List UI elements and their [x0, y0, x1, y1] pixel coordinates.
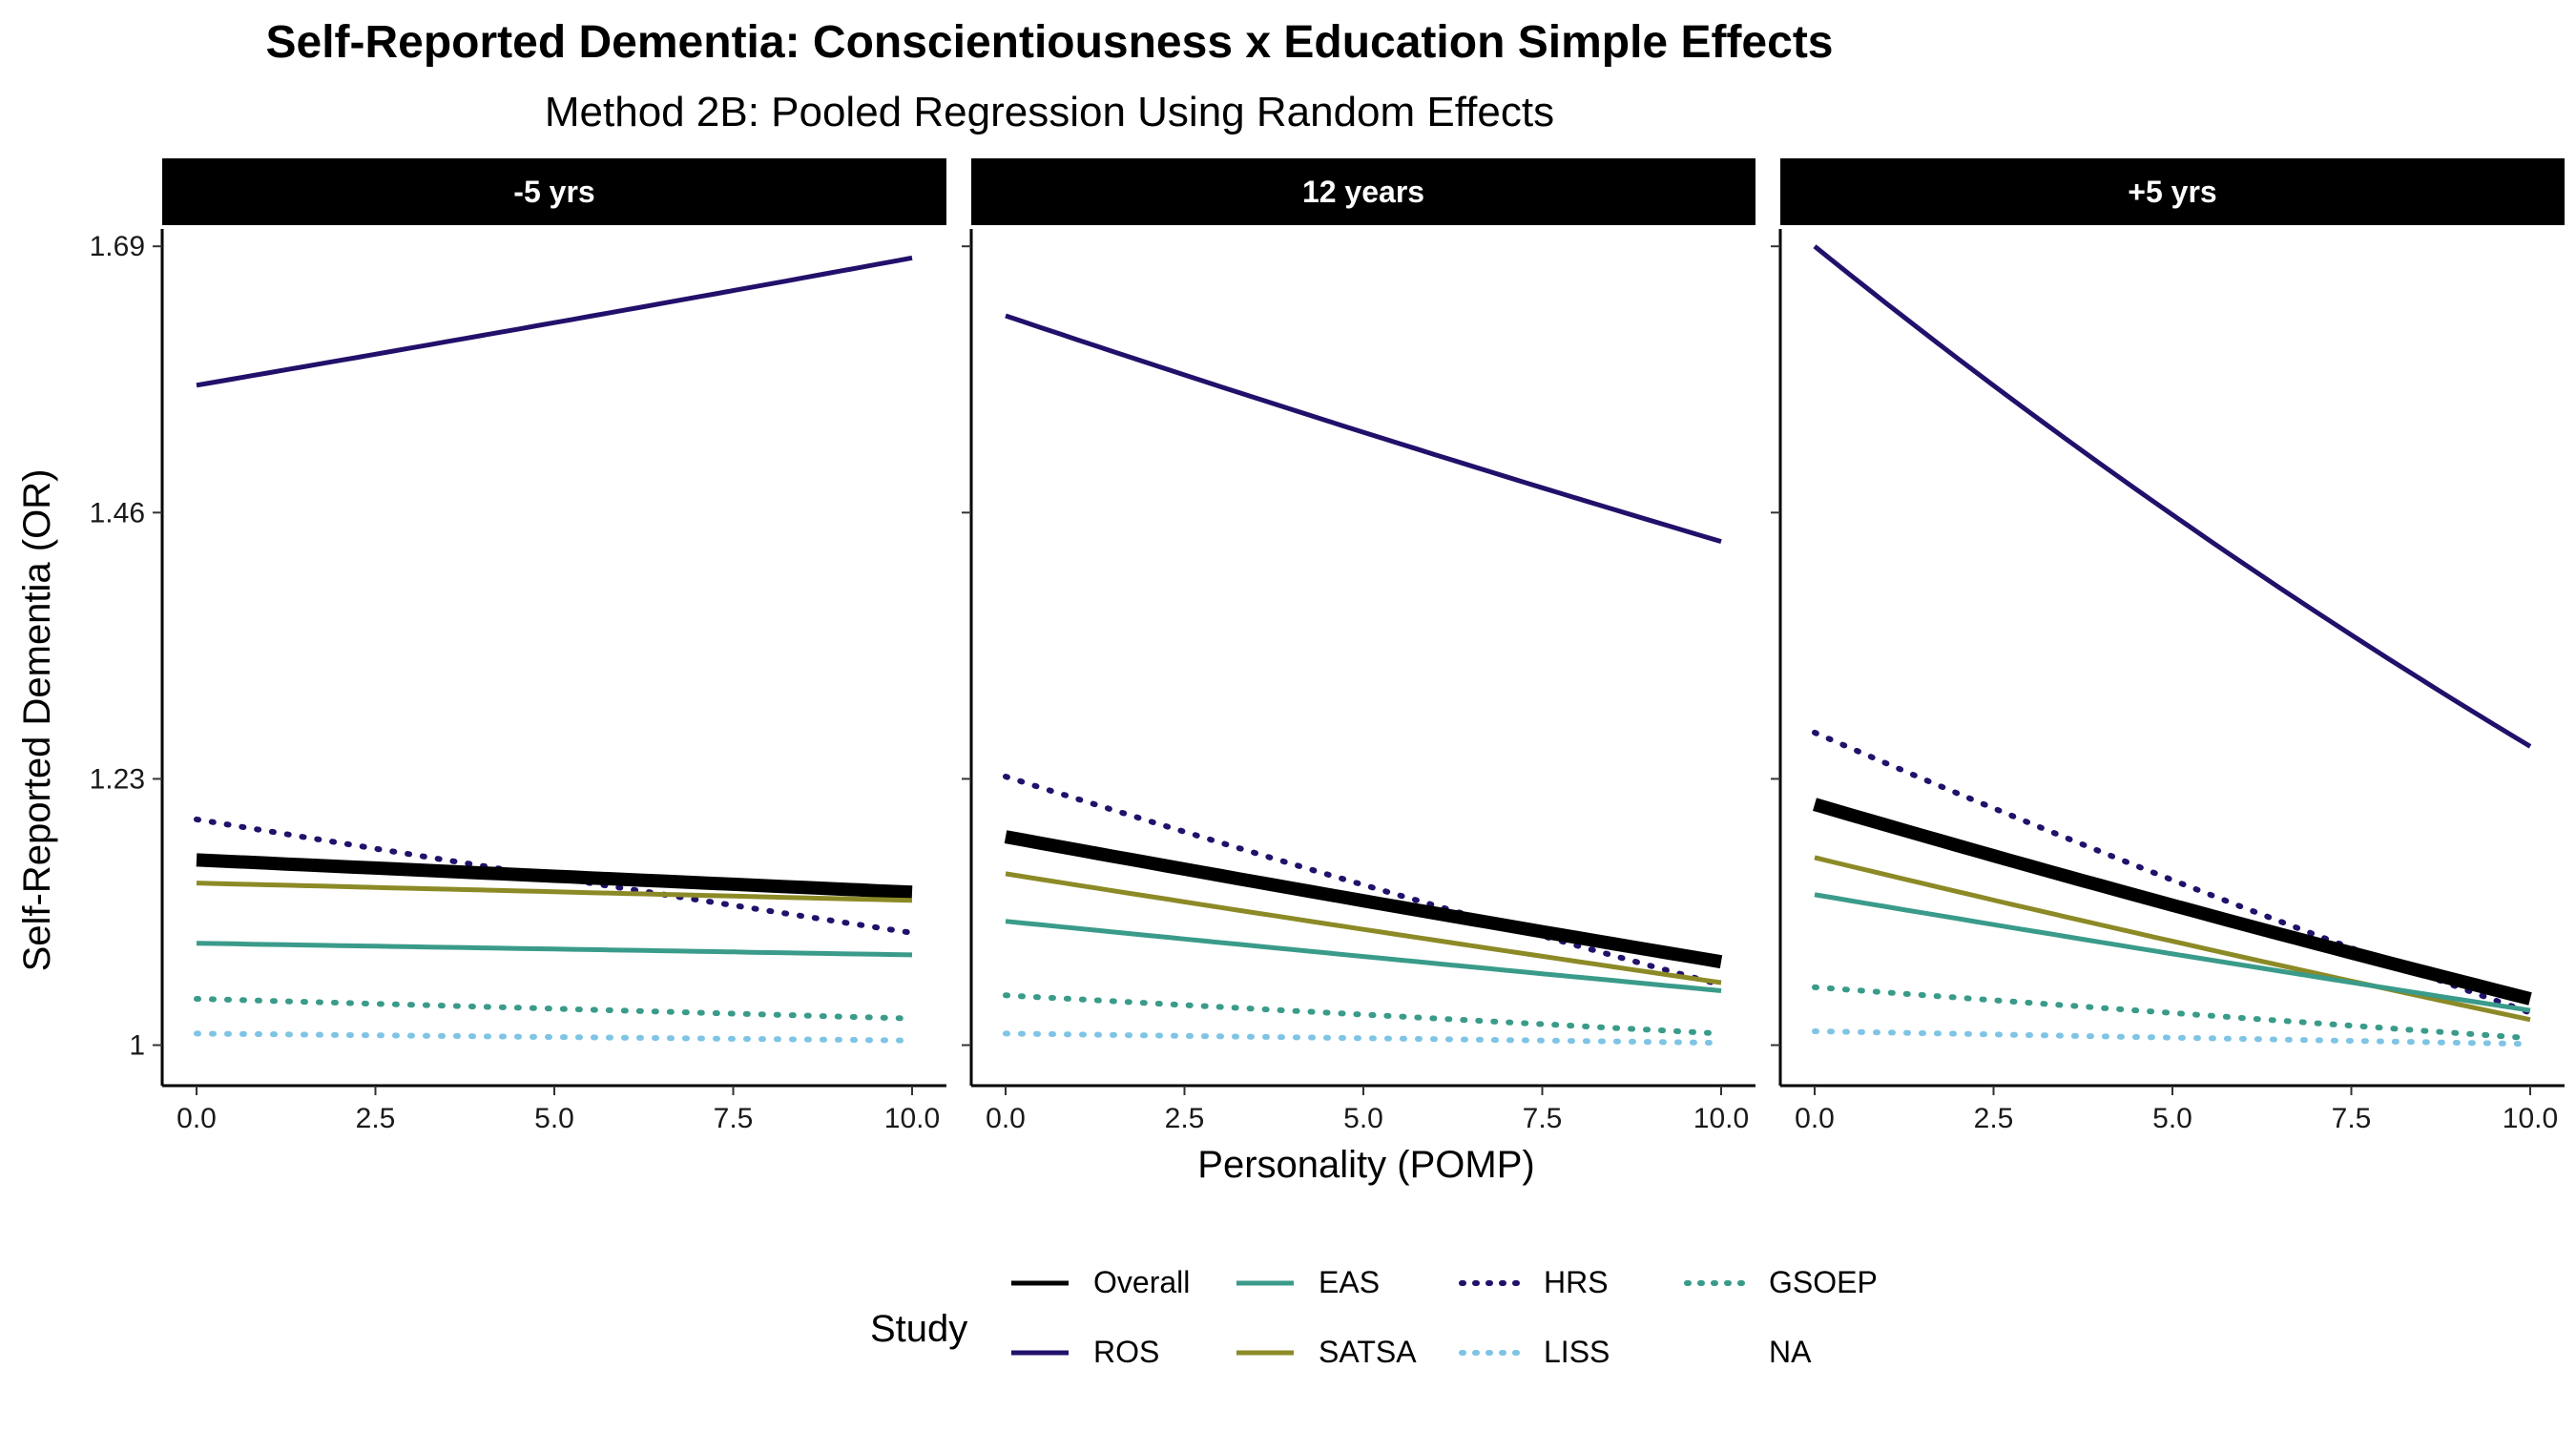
panel-5-yrs: -5 yrs 0.0 2.5 5.0 7.5 10.0 1 1.23 1.46 1.69: [90, 158, 946, 1134]
series-line-ros: [1005, 313, 1722, 544]
series-line-gsoep: [1812, 984, 2533, 1042]
series-line-gsoep: [1003, 992, 1724, 1037]
series-line-liss: [194, 1030, 915, 1044]
x-tick-label: 10.0: [2503, 1103, 2558, 1134]
legend-item-eas: EAS: [1236, 1265, 1380, 1299]
legend-item-satsa: SATSA: [1236, 1335, 1417, 1369]
series-line-gsoep: [194, 996, 915, 1022]
x-tick-label: 0.0: [177, 1103, 217, 1134]
x-tick-label: 0.0: [986, 1103, 1026, 1134]
series-line-ros: [196, 255, 913, 388]
series-line-hrs: [1003, 774, 1724, 988]
x-tick-label: 10.0: [1693, 1103, 1749, 1134]
x-tick-label: 2.5: [356, 1103, 396, 1134]
legend: Study Overall ROS EAS SATSA HRS LISS GSOEP NA: [870, 1265, 1878, 1369]
facet-strip: [1780, 158, 2565, 225]
facet-strip: [971, 158, 1755, 225]
x-axis-title: Personality (POMP): [1197, 1144, 1534, 1186]
legend-label: Overall: [1093, 1265, 1190, 1299]
y-axis-title: Self-Reported Dementia (OR): [16, 469, 58, 972]
legend-label: SATSA: [1319, 1335, 1417, 1369]
x-tick-label: 5.0: [1343, 1103, 1383, 1134]
x-tick-label: 5.0: [534, 1103, 574, 1134]
x-tick-label: 7.5: [2332, 1103, 2372, 1134]
facet-strip-label: +5 yrs: [2128, 175, 2216, 209]
y-tick-label: 1.23: [90, 763, 145, 795]
chart-title: Self-Reported Dementia: Conscientiousnes…: [265, 17, 1833, 68]
y-tick-label: 1.46: [90, 497, 145, 529]
x-tick-label: 7.5: [714, 1103, 754, 1134]
legend-label: NA: [1769, 1335, 1812, 1369]
series-line-eas: [1005, 919, 1722, 993]
legend-label: LISS: [1544, 1335, 1610, 1369]
legend-label: ROS: [1093, 1335, 1159, 1369]
x-tick-label: 5.0: [2152, 1103, 2192, 1134]
chart-subtitle: Method 2B: Pooled Regression Using Rando…: [545, 89, 1554, 135]
panel-12-years: 12 years 0.0 2.5 5.0 7.5 10.0: [962, 158, 1755, 1134]
series-line-ros: [1813, 244, 2532, 749]
panel-5-yrs: +5 yrs 0.0 2.5 5.0 7.5 10.0: [1771, 158, 2565, 1134]
x-tick-label: 0.0: [1795, 1103, 1835, 1134]
legend-label: EAS: [1319, 1265, 1380, 1299]
series-line-hrs: [194, 816, 915, 936]
facet-strip-label: 12 years: [1302, 175, 1424, 209]
series-line-satsa: [1005, 871, 1722, 985]
legend-item-liss: LISS: [1459, 1335, 1610, 1369]
facet-strip: [162, 158, 946, 225]
series-line-liss: [1812, 1028, 2533, 1047]
legend-title: Study: [870, 1308, 967, 1350]
x-tick-label: 7.5: [1523, 1103, 1563, 1134]
legend-item-na: NA: [1769, 1335, 1812, 1369]
legend-label: HRS: [1544, 1265, 1609, 1299]
series-line-overall: [1813, 798, 2532, 1006]
series-line-overall: [1004, 830, 1723, 969]
legend-item-hrs: HRS: [1459, 1265, 1609, 1299]
x-tick-label: 2.5: [1974, 1103, 2014, 1134]
series-line-liss: [1003, 1030, 1724, 1047]
x-tick-label: 10.0: [884, 1103, 940, 1134]
x-tick-label: 2.5: [1165, 1103, 1205, 1134]
facet-strip-label: -5 yrs: [513, 175, 594, 209]
panels: -5 yrs 0.0 2.5 5.0 7.5 10.0 1 1.23 1.46 1.69 12 ye…: [90, 158, 2565, 1134]
legend-item-overall: Overall: [1011, 1265, 1190, 1299]
y-tick-label: 1.69: [90, 231, 145, 262]
series-line-eas: [1814, 892, 2531, 1013]
legend-label: GSOEP: [1769, 1265, 1878, 1299]
series-line-satsa: [196, 881, 913, 903]
legend-item-gsoep: GSOEP: [1684, 1265, 1878, 1299]
series-line-overall: [196, 853, 913, 900]
y-tick-label: 1: [129, 1030, 145, 1062]
legend-item-ros: ROS: [1011, 1335, 1159, 1369]
series-line-eas: [196, 941, 913, 958]
